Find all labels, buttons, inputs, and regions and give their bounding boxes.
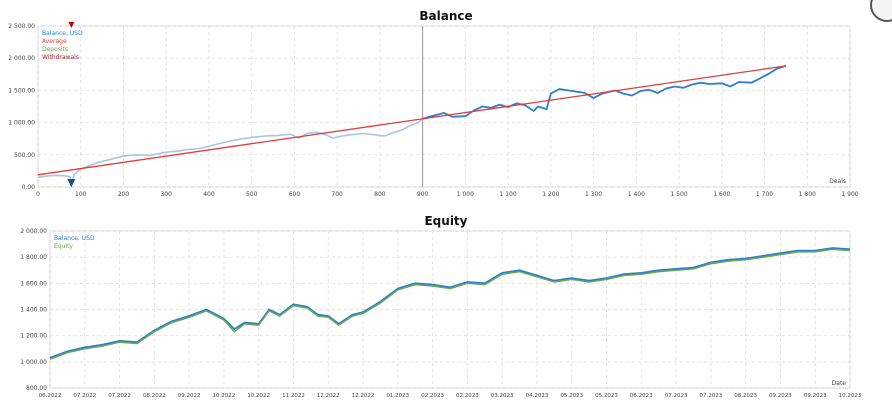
- withdrawal-marker: [67, 179, 76, 187]
- y-tick-label: 500.00: [14, 152, 35, 159]
- y-tick-label: 1 600.00: [20, 280, 47, 287]
- x-axis-label: Date: [832, 380, 847, 387]
- x-tick-label: 1 000: [457, 191, 474, 198]
- x-tick-label: 10.2022: [213, 393, 236, 399]
- corner-close-button[interactable]: [870, 0, 892, 22]
- y-tick-label: 2 500.00: [8, 23, 35, 30]
- x-tick-label: 10.2023: [839, 393, 862, 399]
- x-tick-label: 900: [417, 191, 429, 198]
- x-tick-label: 08.2022: [143, 393, 166, 399]
- x-tick-label: 700: [331, 191, 343, 198]
- y-tick-label: 1 000.00: [8, 120, 35, 127]
- y-tick-label: 800.00: [26, 385, 47, 392]
- y-tick-label: 0.00: [22, 184, 36, 191]
- x-tick-label: 1 800: [799, 191, 816, 198]
- x-tick-label: 07.2022: [73, 393, 96, 399]
- x-tick-label: 07.2022: [108, 393, 131, 399]
- equity-line: [49, 248, 851, 360]
- y-tick-label: 1 000.00: [20, 359, 47, 366]
- x-tick-label: 0: [36, 191, 40, 198]
- x-tick-label: 10.2022: [247, 393, 270, 399]
- x-tick-label: 09.2022: [178, 393, 201, 399]
- x-tick-label: 09.2023: [804, 393, 827, 399]
- balance-line: [49, 247, 851, 359]
- x-tick-label: 03.2023: [491, 393, 514, 399]
- x-tick-label: 600: [289, 191, 301, 198]
- x-axis-label: Deals: [829, 178, 846, 185]
- legend-entry: Equity: [54, 243, 73, 250]
- chart-title: Equity: [424, 214, 467, 228]
- x-tick-label: 11.2022: [282, 393, 305, 399]
- average-line: [37, 65, 786, 176]
- y-tick-label: 2 000.00: [8, 55, 35, 62]
- x-tick-label: 12.2022: [352, 393, 375, 399]
- legend-entry: Balance, USD: [42, 30, 83, 37]
- x-tick-label: 300: [160, 191, 172, 198]
- x-tick-label: 02.2023: [456, 393, 479, 399]
- x-tick-label: 1 100: [500, 191, 517, 198]
- x-tick-label: 1 300: [585, 191, 602, 198]
- x-tick-label: 05.2023: [560, 393, 583, 399]
- legend-entry: Deposits: [42, 46, 68, 53]
- x-tick-label: 12.2022: [317, 393, 340, 399]
- legend-entry: Withdrawals: [42, 54, 79, 61]
- legend-entry: Balance, USD: [54, 235, 95, 242]
- y-tick-label: 2 000.00: [20, 228, 47, 235]
- x-tick-label: 1 700: [756, 191, 773, 198]
- y-tick-label: 1 800.00: [20, 254, 47, 261]
- y-tick-label: 1 500.00: [8, 87, 35, 94]
- legend-entry: Average: [42, 38, 67, 45]
- x-tick-label: 1 400: [628, 191, 645, 198]
- plot-area: [37, 25, 851, 188]
- x-tick-label: 1 600: [713, 191, 730, 198]
- x-tick-label: 05.2023: [595, 393, 618, 399]
- x-tick-label: 1 500: [670, 191, 687, 198]
- x-tick-label: 06.2022: [39, 393, 62, 399]
- x-tick-label: 06.2023: [630, 393, 653, 399]
- x-tick-label: 07.2023: [665, 393, 688, 399]
- x-tick-label: 400: [203, 191, 215, 198]
- x-tick-label: 500: [246, 191, 258, 198]
- x-tick-label: 04.2023: [526, 393, 549, 399]
- y-tick-label: 1 400.00: [20, 307, 47, 314]
- x-tick-label: 01.2023: [386, 393, 409, 399]
- balance-line: [422, 65, 787, 120]
- x-tick-label: 100: [75, 191, 87, 198]
- x-tick-label: 09.2023: [769, 393, 792, 399]
- x-tick-label: 1 900: [841, 191, 858, 198]
- x-tick-label: 08.2023: [734, 393, 757, 399]
- balance-chart: Balance 0.00 500.00 1 000.00 1 500.00 2 000.0…: [8, 9, 858, 198]
- top-marker: [68, 22, 75, 28]
- x-tick-label: 07.2023: [699, 393, 722, 399]
- chart-title: Balance: [419, 9, 472, 23]
- x-tick-label: 200: [118, 191, 130, 198]
- balance-history-line: [37, 118, 424, 188]
- x-tick-label: 800: [374, 191, 386, 198]
- x-tick-label: 1 200: [542, 191, 559, 198]
- y-tick-label: 1 200.00: [20, 333, 47, 340]
- x-tick-label: 02.2023: [421, 393, 444, 399]
- equity-chart: Equity 800.00 1 000.00 1 200.00 1 400.00 1 60…: [20, 214, 862, 399]
